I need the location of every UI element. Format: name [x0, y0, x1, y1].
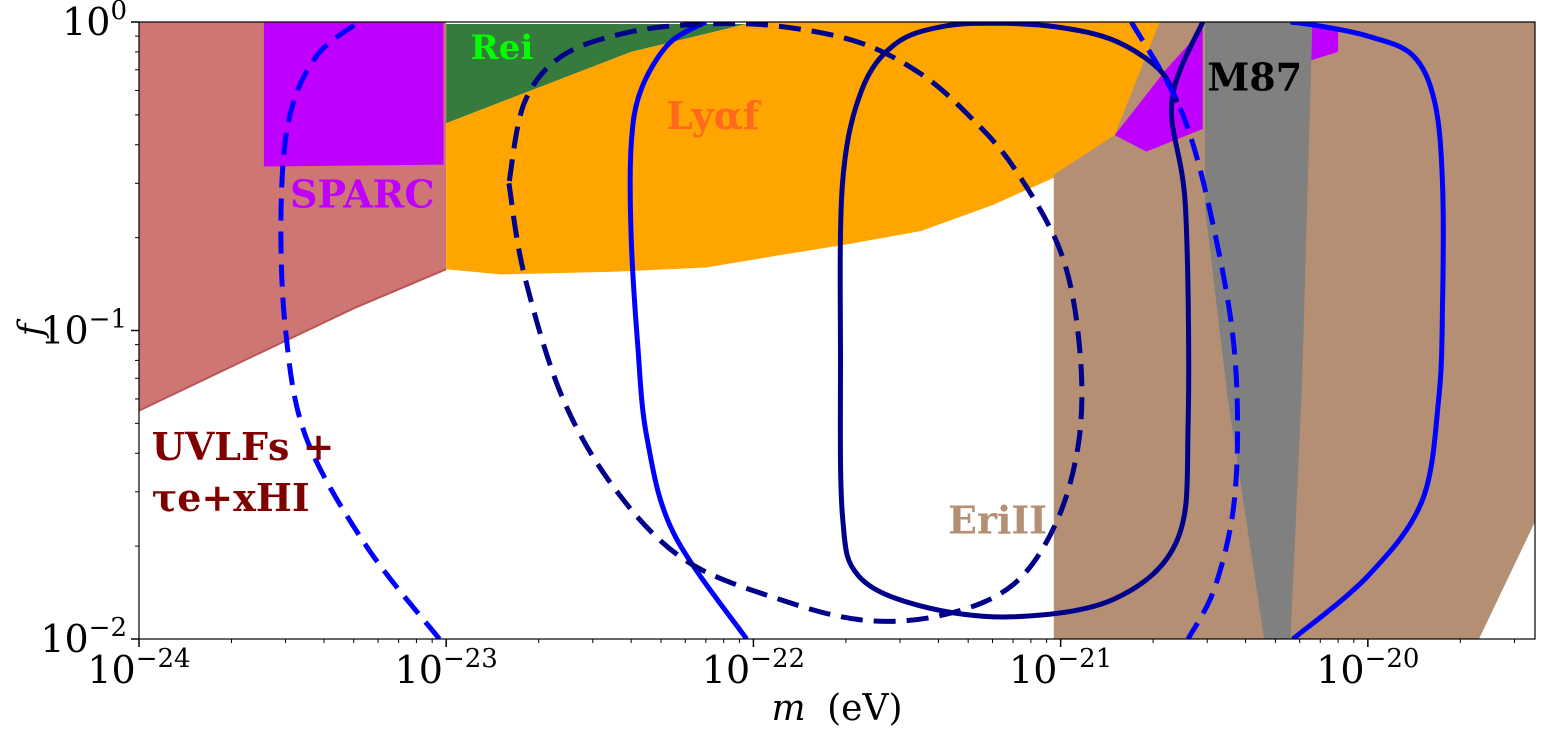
label-sparc: SPARC — [290, 172, 435, 217]
curve-blue-dashed-right — [1129, 22, 1241, 639]
region-sparc — [263, 22, 444, 167]
y-tick-label: 10−1 — [40, 305, 127, 353]
x-tick-label: 10−24 — [87, 644, 190, 692]
label-m87: M87 — [1207, 54, 1302, 99]
curve-blue-solid-right — [1290, 22, 1446, 639]
x-axis-variable: m — [772, 688, 806, 729]
x-tick-label: 10−20 — [1316, 644, 1419, 692]
x-axis-ticks: 10−24 10−23 10−22 10−21 10−20 — [87, 639, 1515, 692]
x-axis-label: m (eV) — [772, 688, 903, 729]
region-extra-magenta — [1114, 28, 1203, 152]
x-axis-unit: (eV) — [827, 688, 902, 729]
y-axis-ticks: 10−2 10−1 100 — [40, 0, 139, 661]
x-tick-label: 10−21 — [1009, 644, 1112, 692]
sensitivity-curves — [278, 22, 1446, 639]
y-tick-label: 100 — [62, 0, 127, 44]
curve-blue-dashed-left — [278, 22, 442, 639]
region-extra-magenta-right — [1310, 25, 1339, 61]
label-uvlf2: τe+xHI — [152, 475, 310, 520]
label-erii: EriII — [948, 497, 1047, 542]
x-tick-label: 10−22 — [702, 644, 805, 692]
label-uvlf1: UVLFs + — [152, 424, 335, 469]
region-rei — [446, 24, 747, 124]
x-tick-label: 10−23 — [395, 644, 498, 692]
label-lyaf: Lyαf — [666, 93, 762, 138]
region-ly-alpha-f — [446, 22, 1203, 275]
exclusion-regions — [139, 22, 1535, 639]
region-uvlf-boundary — [139, 268, 447, 412]
region-m87 — [1205, 22, 1313, 639]
y-tick-label: 10−2 — [40, 613, 127, 661]
label-rei: Rei — [471, 28, 534, 68]
region-labels: SPARC Rei Lyαf M87 EriII UVLFs + τe+xHI — [152, 28, 1302, 543]
curve-blue-solid — [627, 22, 749, 639]
curve-navy-solid — [837, 22, 1206, 620]
